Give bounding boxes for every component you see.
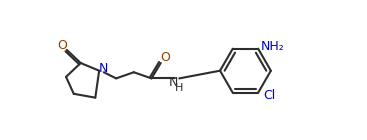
Text: Cl: Cl [264, 89, 276, 102]
Text: H: H [175, 83, 184, 93]
Text: O: O [160, 51, 170, 64]
Text: N: N [169, 76, 178, 89]
Text: N: N [98, 62, 108, 75]
Text: NH₂: NH₂ [261, 40, 285, 53]
Text: O: O [57, 39, 67, 52]
